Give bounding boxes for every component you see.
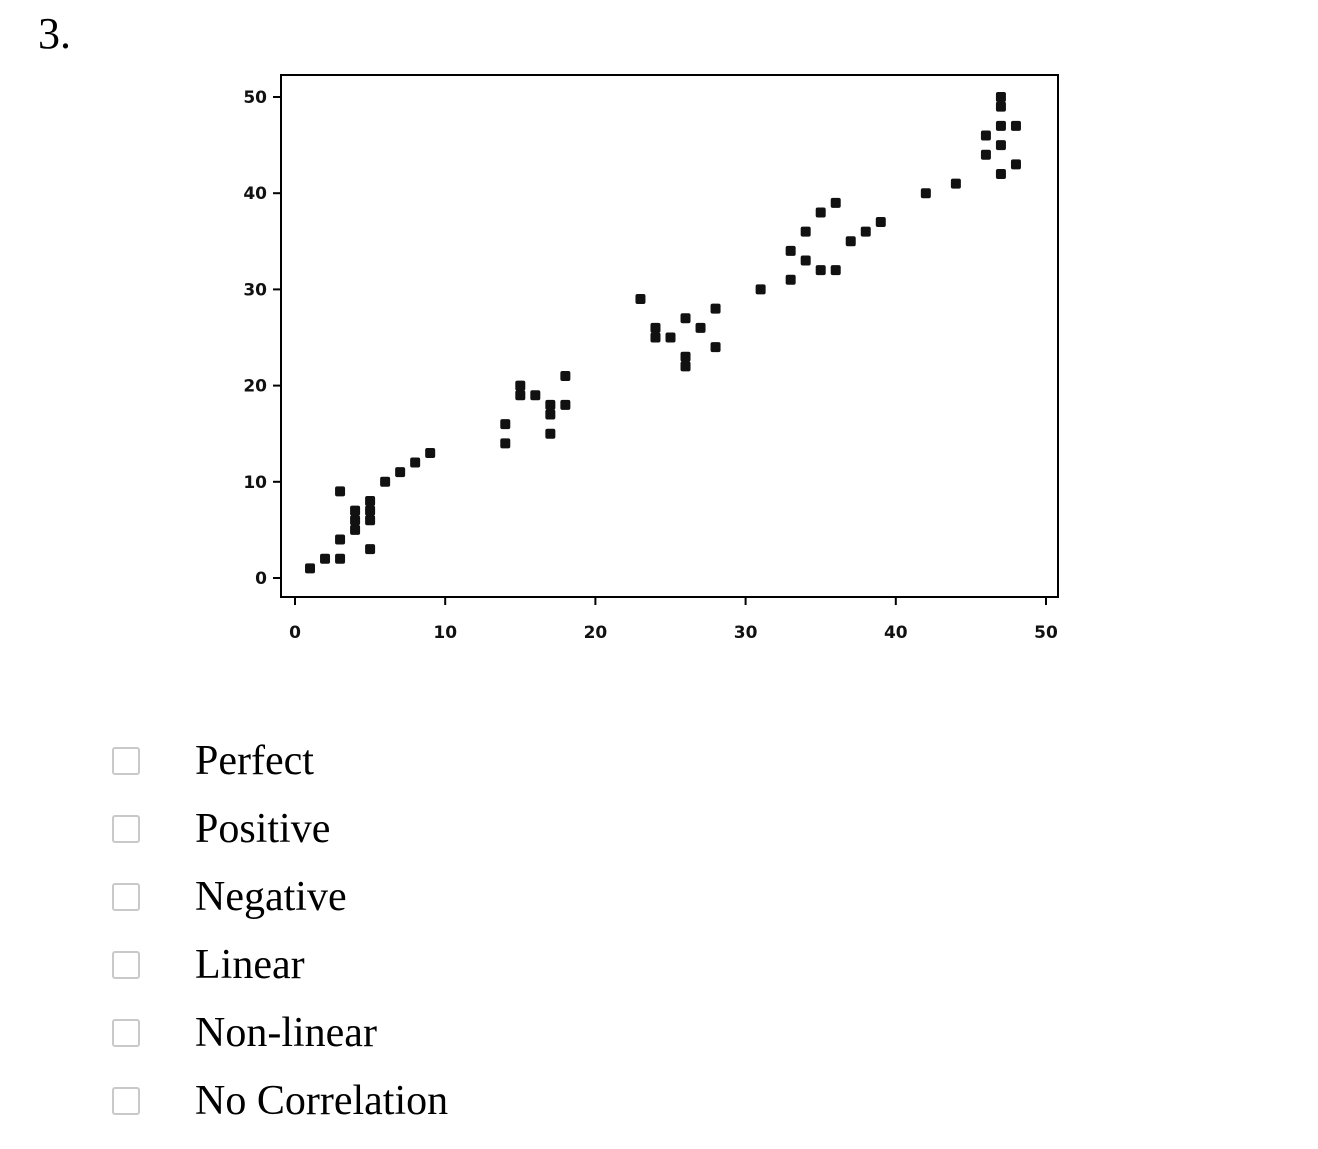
svg-text:20: 20 [243,377,267,397]
option-label: Positive [195,806,331,852]
scatter-plot-svg: 0 10 20 30 40 50 0 10 20 30 40 50 [243,74,1059,643]
option-checkbox-nonlinear[interactable] [112,1019,140,1047]
option-label: Perfect [195,738,314,784]
option-row[interactable]: Linear [112,938,448,992]
option-label: Negative [195,874,347,920]
option-row[interactable]: Non-linear [112,1006,448,1060]
svg-text:20: 20 [584,623,608,643]
svg-text:50: 50 [243,88,267,108]
scatter-plot: 0 10 20 30 40 50 0 10 20 30 40 50 [200,60,1080,670]
question-number: 3. [38,9,71,58]
svg-text:40: 40 [243,184,267,204]
answer-options: Perfect Positive Negative Linear Non-lin… [112,734,448,1142]
svg-text:0: 0 [289,623,301,643]
svg-text:0: 0 [255,569,267,589]
svg-text:10: 10 [243,473,267,493]
svg-text:50: 50 [1034,623,1058,643]
svg-text:40: 40 [884,623,908,643]
svg-text:30: 30 [243,280,267,300]
option-row[interactable]: Negative [112,870,448,924]
option-label: Linear [195,942,305,988]
option-checkbox-negative[interactable] [112,883,140,911]
option-row[interactable]: Perfect [112,734,448,788]
option-checkbox-linear[interactable] [112,951,140,979]
option-checkbox-perfect[interactable] [112,747,140,775]
option-row[interactable]: No Correlation [112,1074,448,1128]
option-checkbox-no-correlation[interactable] [112,1087,140,1115]
option-checkbox-positive[interactable] [112,815,140,843]
option-label: No Correlation [195,1078,449,1124]
svg-text:10: 10 [433,623,457,643]
option-label: Non-linear [195,1010,377,1056]
option-row[interactable]: Positive [112,802,448,856]
svg-text:30: 30 [734,623,758,643]
